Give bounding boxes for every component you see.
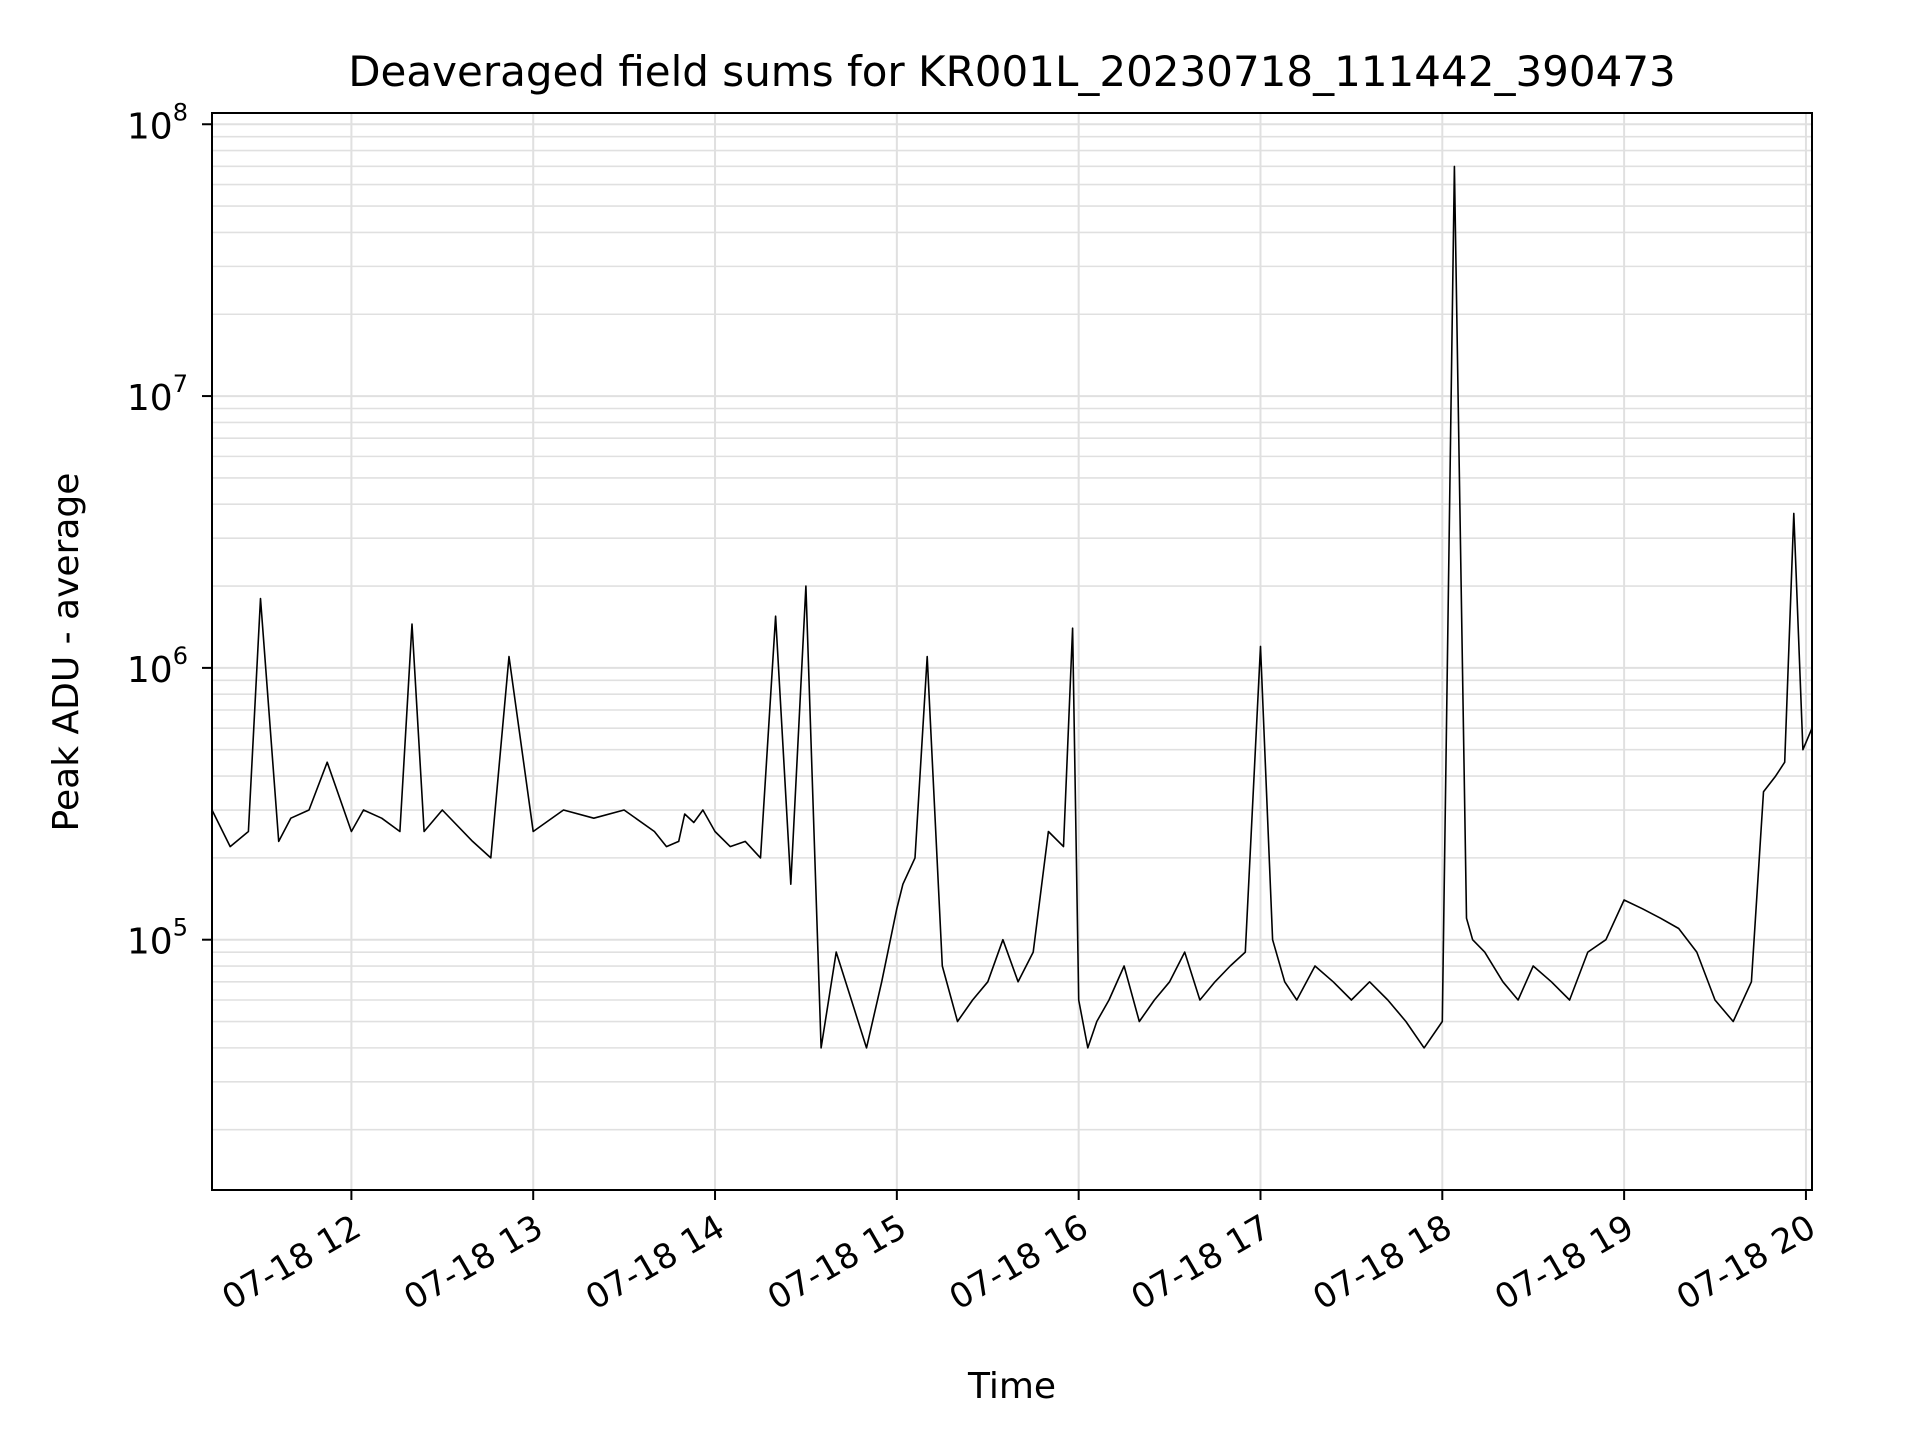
plot-area	[211, 165, 1813, 1049]
y-axis: 105 106 107 108	[127, 98, 212, 963]
y-tick-label: 105	[127, 914, 188, 963]
series-line	[211, 165, 1813, 1049]
plot-frame	[211, 112, 1813, 1191]
y-axis-label: Peak ADU - average	[46, 473, 87, 832]
y-tick-label: 108	[127, 98, 188, 147]
y-tick-label: 107	[127, 370, 188, 419]
x-axis-label: Time	[967, 1366, 1056, 1407]
grid-lines	[212, 113, 1812, 1190]
y-tick-label: 106	[127, 642, 188, 691]
chart-title: Deaveraged field sums for KR001L_2023071…	[348, 47, 1676, 96]
